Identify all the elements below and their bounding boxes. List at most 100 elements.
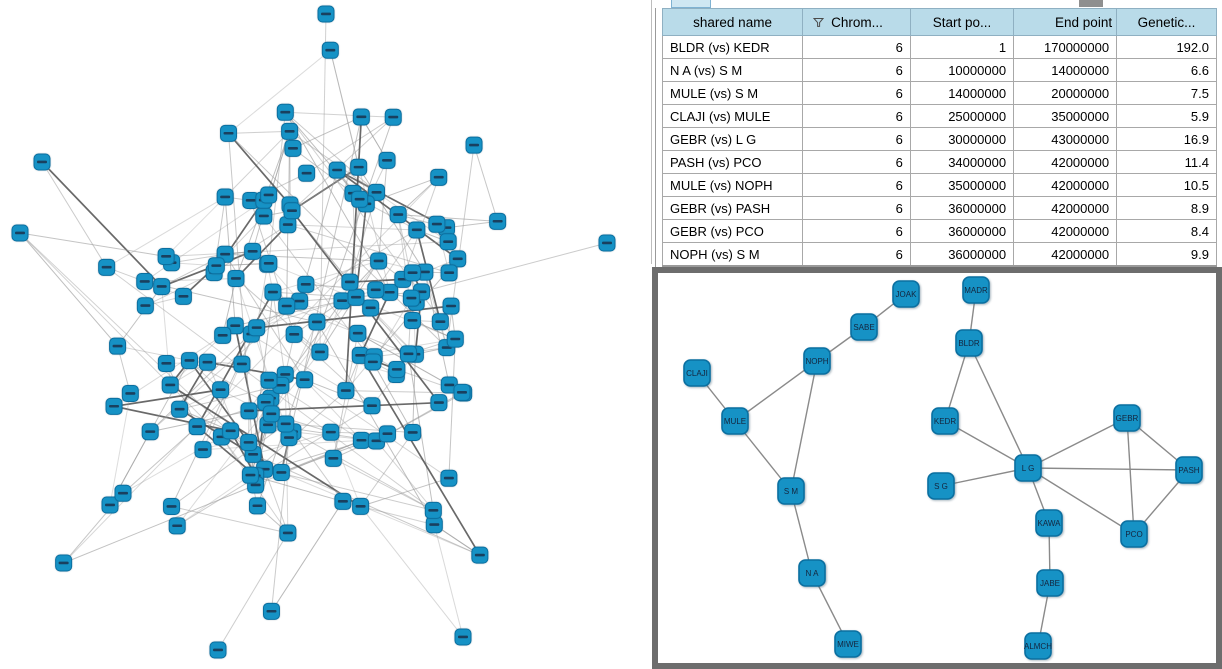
- graph-edge[interactable]: [256, 264, 269, 328]
- graph-edge[interactable]: [285, 111, 394, 118]
- table-cell-value[interactable]: 35000000: [1013, 104, 1118, 128]
- graph-edge[interactable]: [284, 374, 289, 534]
- table-cell-value[interactable]: 192.0: [1116, 35, 1217, 59]
- graph-node[interactable]: [431, 313, 449, 331]
- subnet-node-LG[interactable]: L G: [1014, 454, 1042, 482]
- graph-node[interactable]: [328, 161, 346, 179]
- graph-edge[interactable]: [360, 477, 450, 507]
- graph-edge[interactable]: [264, 468, 434, 511]
- table-row[interactable]: PASH (vs) PCO 6 34000000 42000000 11.4: [661, 150, 1217, 174]
- graph-edge[interactable]: [398, 214, 498, 222]
- table-cell-value[interactable]: 6: [802, 150, 911, 174]
- graph-edge[interactable]: [319, 13, 327, 353]
- scrollbar-fragment[interactable]: [1079, 0, 1103, 7]
- graph-node[interactable]: [424, 501, 442, 519]
- subnet-node-BLDR[interactable]: BLDR: [955, 329, 983, 357]
- column-header-end-point[interactable]: End point: [1013, 8, 1118, 36]
- graph-node[interactable]: [157, 354, 175, 372]
- graph-node[interactable]: [291, 292, 309, 310]
- graph-node[interactable]: [321, 41, 339, 59]
- graph-edge[interactable]: [433, 524, 464, 638]
- graph-edge[interactable]: [473, 145, 499, 222]
- subnet-edge-KEDR-LG[interactable]: [944, 420, 1029, 469]
- graph-node[interactable]: [471, 546, 489, 564]
- table-cell-value[interactable]: 42000000: [1013, 219, 1118, 243]
- graph-node[interactable]: [181, 352, 199, 370]
- graph-node[interactable]: [278, 297, 296, 315]
- table-cell-value[interactable]: 36000000: [909, 219, 1015, 243]
- graph-node[interactable]: [425, 516, 443, 534]
- graph-node[interactable]: [262, 602, 280, 620]
- graph-node[interactable]: [408, 221, 426, 239]
- graph-edge[interactable]: [217, 532, 289, 651]
- table-cell-value[interactable]: 35000000: [909, 173, 1015, 197]
- graph-edge[interactable]: [227, 132, 291, 206]
- graph-node[interactable]: [199, 353, 217, 371]
- graph-edge[interactable]: [376, 440, 434, 511]
- graph-edge[interactable]: [293, 333, 373, 407]
- graph-node[interactable]: [370, 252, 388, 270]
- subnet-node-PASH[interactable]: PASH: [1175, 456, 1203, 484]
- graph-node[interactable]: [402, 289, 420, 307]
- table-cell-value[interactable]: 6: [802, 173, 911, 197]
- subnet-node-KEDR[interactable]: KEDR: [931, 407, 959, 435]
- graph-edge[interactable]: [171, 199, 265, 264]
- graph-node[interactable]: [212, 381, 230, 399]
- table-cell-value[interactable]: 5.9: [1116, 104, 1217, 128]
- table-cell-value[interactable]: 6.6: [1116, 58, 1217, 82]
- graph-edge[interactable]: [286, 229, 418, 307]
- graph-edge[interactable]: [421, 242, 608, 293]
- graph-node[interactable]: [364, 353, 382, 371]
- graph-node[interactable]: [297, 275, 315, 293]
- graph-node[interactable]: [277, 415, 295, 433]
- graph-edge[interactable]: [316, 321, 435, 525]
- graph-node[interactable]: [598, 234, 616, 252]
- graph-node[interactable]: [240, 433, 258, 451]
- graph-edge[interactable]: [336, 169, 447, 229]
- table-cell-value[interactable]: 6: [802, 127, 911, 151]
- graph-edge[interactable]: [291, 166, 359, 212]
- subnet-node-PCO[interactable]: PCO: [1120, 520, 1148, 548]
- graph-edge[interactable]: [359, 292, 391, 356]
- graph-node[interactable]: [280, 429, 298, 447]
- graph-edge[interactable]: [228, 133, 254, 455]
- graph-node[interactable]: [489, 212, 507, 230]
- graph-edge[interactable]: [284, 111, 377, 193]
- graph-edge[interactable]: [113, 388, 221, 408]
- graph-edge[interactable]: [169, 384, 362, 508]
- graph-node[interactable]: [226, 317, 244, 335]
- table-cell-value[interactable]: 6: [802, 219, 911, 243]
- graph-edge[interactable]: [284, 111, 456, 340]
- subnet-edge-SG-LG[interactable]: [940, 467, 1029, 487]
- graph-node[interactable]: [279, 524, 297, 542]
- subnet-node-GEBR[interactable]: GEBR: [1113, 404, 1141, 432]
- graph-edge[interactable]: [235, 224, 289, 280]
- subnet-edge-NOPH-SM[interactable]: [790, 360, 818, 492]
- graph-node[interactable]: [55, 554, 73, 572]
- graph-node[interactable]: [276, 103, 294, 121]
- graph-edge[interactable]: [375, 229, 418, 291]
- graph-edge[interactable]: [235, 278, 321, 353]
- graph-node[interactable]: [454, 628, 472, 646]
- graph-node[interactable]: [381, 283, 399, 301]
- graph-node[interactable]: [136, 273, 154, 291]
- graph-edge[interactable]: [448, 339, 456, 479]
- graph-edge[interactable]: [287, 224, 417, 231]
- subnet-node-MIWE[interactable]: MIWE: [834, 630, 862, 658]
- graph-edge[interactable]: [19, 232, 118, 347]
- graph-node[interactable]: [440, 264, 458, 282]
- graph-node[interactable]: [163, 497, 181, 515]
- table-cell-value[interactable]: 6: [802, 35, 911, 59]
- graph-node[interactable]: [264, 283, 282, 301]
- graph-node[interactable]: [281, 122, 299, 140]
- graph-node[interactable]: [352, 108, 370, 126]
- table-row[interactable]: GEBR (vs) L G 6 30000000 43000000 16.9: [661, 127, 1217, 151]
- graph-edge[interactable]: [271, 501, 344, 612]
- table-cell-value[interactable]: 20000000: [1013, 81, 1118, 105]
- graph-node[interactable]: [404, 264, 422, 282]
- graph-node[interactable]: [311, 343, 329, 361]
- main-network-canvas[interactable]: [0, 0, 651, 669]
- graph-edge[interactable]: [330, 432, 362, 507]
- graph-node[interactable]: [262, 405, 280, 423]
- graph-edge[interactable]: [292, 431, 434, 511]
